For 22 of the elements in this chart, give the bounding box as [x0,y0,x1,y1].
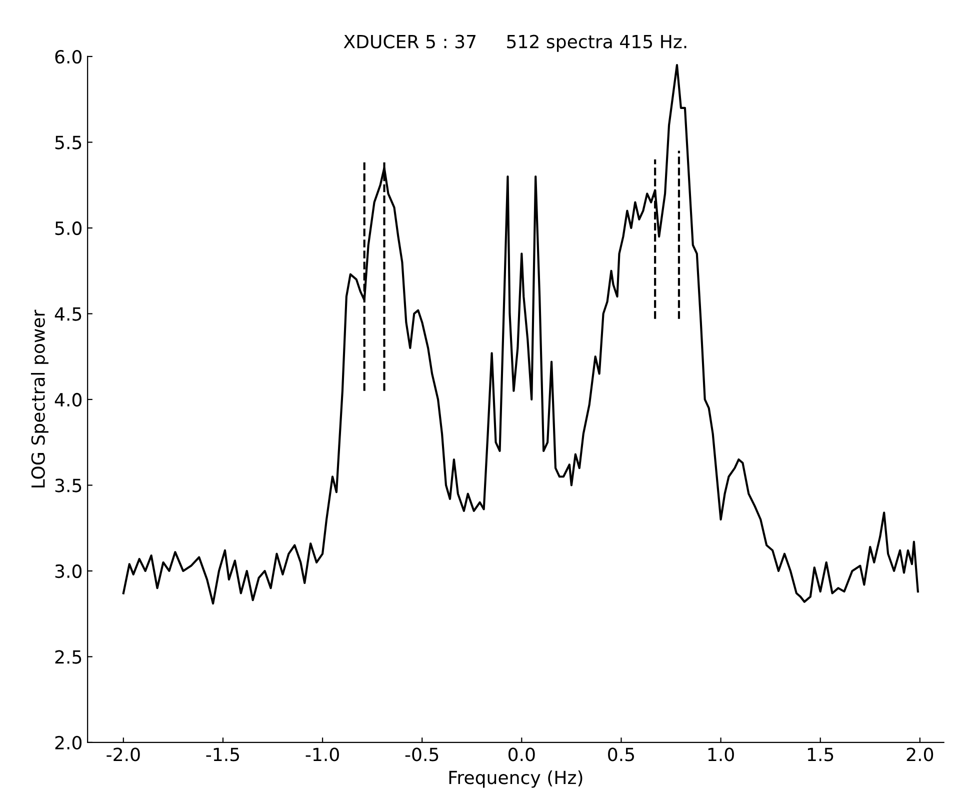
line-series [122,64,919,605]
x-tick-label: 0.5 [608,748,634,762]
y-axis-title: LOG Spectral power [30,310,48,488]
x-axis-title: Frequency (Hz) [449,770,582,788]
y-tick-label: 3.0 [55,564,82,578]
x-tick-label: -1.0 [306,748,339,762]
x-tick-label: -0.5 [405,748,438,762]
y-tick-label: 4.5 [54,307,82,321]
y-tick-label: 5.0 [55,221,82,236]
x-tick-label: -1.5 [206,748,240,762]
y-tick-label: 5.5 [55,136,82,150]
chart-title: XDUCER 5 : 37 512 spectra 415 Hz. [344,34,686,52]
y-tick-label: 4.0 [54,392,82,407]
y-tick-label: 2.0 [55,736,82,750]
y-tick-label: 2.5 [55,650,82,664]
x-tick-label: -2.0 [106,748,140,762]
y-tick-label: 6.0 [55,50,82,64]
x-tick-label: 1.0 [708,748,734,762]
x-tick-label: 2.0 [906,748,934,762]
x-tick-label: 0.0 [508,748,535,762]
y-tick-label: 3.5 [55,478,82,492]
x-tick-label: 1.5 [808,748,834,762]
